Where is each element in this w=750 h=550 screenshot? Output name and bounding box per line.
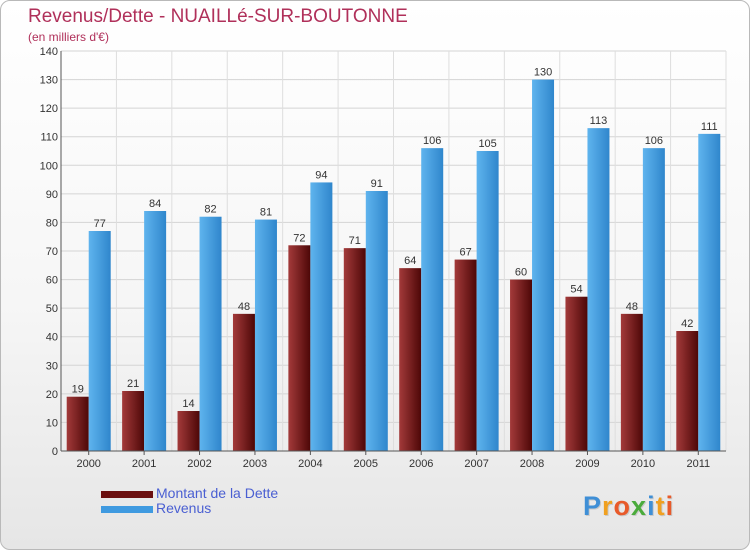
bar-debt — [620, 313, 643, 451]
bar-revenue — [199, 216, 222, 451]
data-label-revenue: 106 — [645, 135, 663, 147]
bar-revenue — [698, 133, 721, 451]
bar-revenue — [88, 231, 111, 451]
x-tick-label: 2003 — [243, 458, 267, 470]
y-tick-label: 30 — [46, 360, 58, 372]
data-label-revenue: 106 — [423, 135, 441, 147]
data-label-revenue: 91 — [371, 178, 383, 190]
x-tick-label: 2001 — [132, 458, 156, 470]
y-tick-label: 0 — [52, 446, 58, 458]
logo-letter: i — [647, 491, 656, 521]
y-tick-label: 20 — [46, 389, 58, 401]
data-label-revenue: 77 — [94, 218, 106, 230]
y-tick-label: 80 — [46, 217, 58, 229]
bar-revenue — [365, 191, 388, 451]
bar-revenue — [476, 151, 499, 451]
x-tick-label: 2006 — [409, 458, 433, 470]
bars: 19 77 21 84 14 82 48 81 72 94 71 91 64 106 67 105 60 130 5… — [66, 67, 721, 452]
data-label-debt: 14 — [182, 398, 194, 410]
bar-revenue — [144, 211, 167, 451]
data-label-revenue: 84 — [149, 198, 161, 210]
bar-debt — [343, 248, 366, 451]
bar-debt — [454, 259, 477, 451]
bar-debt — [565, 296, 588, 451]
y-tick-label: 110 — [40, 132, 58, 144]
data-label-debt: 42 — [681, 318, 693, 330]
data-label-revenue: 105 — [478, 138, 496, 150]
y-tick-label: 130 — [40, 75, 58, 87]
x-tick-label: 2007 — [464, 458, 488, 470]
data-label-revenue: 82 — [204, 204, 216, 216]
x-tick-label: 2000 — [76, 458, 100, 470]
data-label-revenue: 81 — [260, 207, 272, 219]
data-label-revenue: 111 — [701, 121, 718, 133]
data-label-debt: 64 — [404, 255, 416, 267]
bar-revenue — [642, 148, 665, 451]
logo-letter: x — [631, 491, 648, 521]
bar-debt — [510, 279, 533, 451]
logo-letter: P — [583, 491, 603, 521]
y-tick-label: 100 — [40, 160, 58, 172]
chart-subtitle: (en milliers d'€) — [28, 30, 109, 44]
bar-debt — [177, 411, 200, 451]
data-label-debt: 54 — [570, 284, 582, 296]
bar-debt — [66, 396, 89, 451]
data-label-revenue: 113 — [590, 115, 608, 127]
grid-lines — [60, 50, 727, 452]
legend-label-debt: Montant de la Dette — [156, 485, 279, 501]
y-tick-label: 50 — [46, 303, 58, 315]
x-tick-label: 2005 — [354, 458, 378, 470]
axes: 0 10 20 30 40 50 60 70 80 90 100 110 120 130 140 2000 20… — [40, 46, 726, 470]
y-tick-label: 140 — [40, 46, 58, 58]
data-label-debt: 72 — [293, 232, 305, 244]
x-tick-label: 2009 — [575, 458, 599, 470]
data-label-debt: 19 — [72, 384, 84, 396]
data-label-debt: 48 — [626, 301, 638, 313]
bar-debt — [676, 331, 699, 451]
data-label-debt: 48 — [238, 301, 250, 313]
bar-revenue — [532, 79, 555, 452]
y-tick-label: 60 — [46, 275, 58, 287]
y-tick-label: 120 — [40, 103, 58, 115]
y-tick-label: 10 — [46, 417, 58, 429]
bar-revenue — [254, 219, 277, 451]
proxiti-logo: Proxiti — [583, 491, 674, 522]
x-tick-label: 2008 — [520, 458, 544, 470]
data-label-revenue: 130 — [534, 67, 552, 79]
data-label-revenue: 94 — [315, 169, 327, 181]
bar-revenue — [421, 148, 444, 451]
y-tick-label: 90 — [46, 189, 58, 201]
bar-debt — [399, 268, 422, 451]
logo-letter: t — [655, 491, 666, 521]
logo-letter: r — [602, 491, 614, 521]
logo-letter: o — [613, 491, 632, 521]
legend-swatch-debt — [101, 491, 153, 498]
data-label-debt: 60 — [515, 267, 527, 279]
x-tick-label: 2002 — [187, 458, 211, 470]
y-tick-label: 40 — [46, 332, 58, 344]
data-label-debt: 21 — [127, 378, 139, 390]
x-tick-label: 2010 — [631, 458, 655, 470]
logo-letter: i — [665, 491, 675, 521]
legend-swatch-revenue — [101, 506, 153, 513]
data-label-debt: 71 — [349, 235, 361, 247]
x-tick-label: 2004 — [298, 458, 322, 470]
legend-label-revenue: Revenus — [156, 500, 212, 516]
bar-debt — [122, 391, 145, 451]
bar-debt — [232, 313, 255, 451]
chart-title: Revenus/Dette - NUAILLé-SUR-BOUTONNE — [28, 6, 408, 27]
y-tick-label: 70 — [46, 246, 58, 258]
bar-revenue — [310, 182, 333, 451]
bar-revenue — [587, 128, 610, 451]
x-tick-label: 2011 — [686, 458, 710, 470]
data-label-debt: 67 — [460, 247, 472, 259]
bar-debt — [288, 245, 311, 451]
